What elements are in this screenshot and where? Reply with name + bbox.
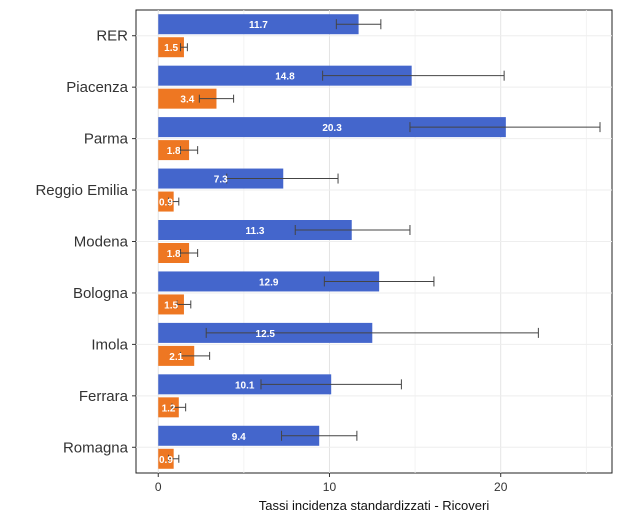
bar [158,345,195,366]
category-label: Bologna [73,285,129,302]
bar-value-label: 1.5 [164,43,178,54]
bar [158,65,412,86]
bar-value-label: 1.8 [167,249,181,260]
bar-value-label: 3.4 [180,95,194,106]
bar-value-label: 7.3 [214,175,228,186]
bar [158,14,359,35]
bar-value-label: 9.4 [232,432,246,443]
category-label: Romagna [63,439,129,456]
bar [158,397,179,418]
bar [158,220,352,240]
bar-value-label: 0.9 [159,455,173,466]
bar [158,374,332,395]
bar-labels-layer: 11.7 1.5 14.8 3.4 20.3 1.8 7.3 0.9 11.3 1.8 12.9 1.… [159,20,342,466]
bar-value-label: 1.2 [162,403,176,414]
bar [158,243,190,263]
category-label: Imola [91,336,128,353]
bar-value-label: 14.8 [275,72,295,83]
bar-value-label: 12.9 [259,277,279,288]
bar-value-label: 2.1 [169,352,183,363]
category-label: RER [96,28,128,45]
y-axis-labels: RER Piacenza Parma Reggio Emilia Modena Bolog… [35,28,136,456]
bar [158,425,320,446]
bars-layer [158,14,506,469]
bar-value-label: 12.5 [256,329,276,340]
x-axis-title: Tassi incidenza standardizzati - Ricover… [259,498,490,513]
bar-value-label: 10.1 [235,380,255,391]
bar-value-label: 11.3 [246,226,265,237]
bar [158,294,184,315]
bar-value-label: 1.5 [164,300,178,311]
grid-lines [136,10,612,473]
bar-value-label: 0.9 [159,198,173,209]
bar [158,117,506,138]
bar [158,37,184,58]
x-tick-label: 0 [155,480,162,494]
category-label: Parma [84,131,129,148]
bar-value-label: 11.7 [249,20,268,31]
bar [158,168,284,189]
bar [158,191,174,212]
x-tick-label: 10 [323,480,337,494]
error-bars-layer [168,19,601,463]
category-label: Ferrara [79,388,129,405]
bar-value-label: 20.3 [322,123,342,134]
bar [158,140,190,161]
bar [158,448,174,469]
category-label: Piacenza [66,79,128,96]
bar [158,88,217,109]
category-label: Reggio Emilia [35,182,128,199]
category-label: Modena [74,234,129,251]
bar-value-label: 1.8 [167,146,181,157]
x-tick-label: 20 [494,480,508,494]
x-axis-ticks: 0 10 20 [155,473,508,494]
